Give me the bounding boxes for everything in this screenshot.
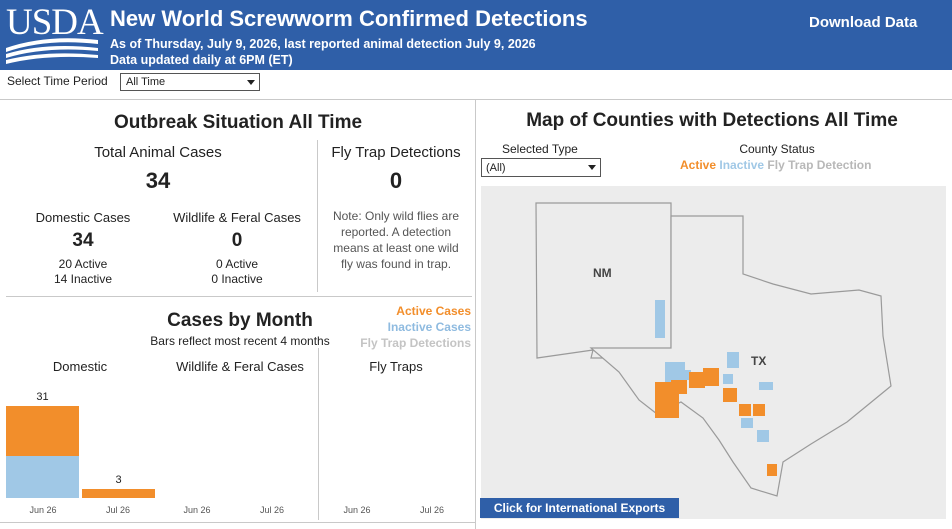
bar-active-cases[interactable]	[6, 406, 79, 457]
county-active	[723, 388, 737, 402]
fly-trap-note: Note: Only wild flies are reported. A de…	[318, 208, 474, 272]
header-bar: USDA New World Screwworm Confirmed Detec…	[0, 0, 952, 70]
fly-trap-label: Fly Trap Detections	[331, 144, 461, 161]
domestic-inactive: 14 Inactive	[53, 272, 113, 286]
chart-panel-divider	[318, 348, 319, 520]
domestic-cases-label: Domestic Cases	[35, 210, 131, 225]
selected-type-select[interactable]: (All)	[481, 158, 601, 177]
month-axis-label: Jul 26	[419, 505, 445, 515]
county-active	[753, 404, 765, 416]
county-map[interactable]: NM TX	[481, 186, 946, 519]
state-map-svg	[535, 202, 892, 497]
domestic-cases-value: 34	[72, 230, 94, 251]
month-axis-label: Jun 26	[343, 505, 371, 515]
wildlife-inactive: 0 Inactive	[211, 272, 263, 286]
county-inactive	[677, 370, 691, 380]
usda-logo-swoosh-icon	[6, 38, 98, 64]
county-inactive	[655, 300, 665, 338]
county-active	[671, 380, 687, 394]
county-inactive	[759, 382, 773, 390]
county-status-legend: Active Inactive Fly Trap Detection	[680, 158, 871, 172]
county-active	[689, 372, 705, 388]
cases-by-month-title: Cases by Month	[167, 310, 313, 331]
panel-domestic-title: Domestic	[52, 359, 108, 374]
tx-boundary	[589, 215, 892, 497]
update-schedule: Data updated daily at 6PM (ET)	[110, 53, 293, 67]
wildlife-cases-value: 0	[231, 230, 243, 251]
month-axis-label: Jul 26	[259, 505, 285, 515]
county-active	[703, 368, 719, 386]
center-divider	[475, 99, 476, 529]
time-period-value: All Time	[126, 76, 166, 88]
county-inactive	[757, 430, 769, 442]
usda-logo-text: USDA	[6, 2, 104, 43]
international-exports-button[interactable]: Click for International Exports	[480, 498, 679, 518]
bar-total-label: 31	[36, 391, 49, 403]
download-data-button[interactable]: Download Data	[809, 14, 918, 31]
fly-trap-note-line: fly was found in trap.	[340, 257, 452, 271]
legend-inactive-cases: Inactive Cases	[387, 320, 471, 334]
county-status-label: County Status	[739, 142, 815, 156]
bottom-divider	[0, 522, 475, 523]
selected-type-value: (All)	[486, 162, 506, 174]
mid-divider	[6, 296, 472, 297]
map-title: Map of Counties with Detections All Time	[526, 110, 898, 131]
legend-fly-trap: Fly Trap Detections	[360, 336, 471, 350]
panel-fly-title: Fly Traps	[369, 359, 423, 374]
bar-total-label: 3	[115, 474, 122, 487]
fly-trap-note-line: means at least one wild	[333, 241, 459, 255]
county-active	[767, 464, 777, 476]
page-title: New World Screwworm Confirmed Detections	[110, 6, 588, 31]
legend-active-cases: Active Cases	[396, 304, 471, 318]
chevron-down-icon	[588, 165, 596, 170]
wildlife-cases-label: Wildlife & Feral Cases	[173, 210, 301, 225]
county-active	[739, 404, 751, 416]
panel-wildlife-title: Wildlife & Feral Cases	[176, 359, 304, 374]
map-legend-inactive: Inactive	[719, 158, 765, 172]
state-label-nm: NM	[593, 266, 612, 280]
month-axis-label: Jun 26	[183, 505, 211, 515]
fly-trap-note-line: Note: Only wild flies are	[332, 209, 460, 223]
county-inactive	[741, 418, 753, 428]
as-of-date: As of Thursday, July 9, 2026, last repor…	[110, 37, 536, 51]
fly-trap-divider	[317, 140, 318, 292]
wildlife-active: 0 Active	[215, 257, 259, 271]
month-axis-label: Jul 26	[105, 505, 131, 515]
nm-boundary	[535, 202, 672, 359]
cases-by-month-subtitle: Bars reflect most recent 4 months	[150, 334, 330, 348]
county-inactive	[727, 352, 739, 368]
bar-active-cases[interactable]	[82, 489, 155, 498]
usda-logo: USDA	[6, 2, 104, 66]
time-period-select[interactable]: All Time	[120, 73, 260, 91]
map-legend-fly: Fly Trap Detection	[767, 158, 872, 172]
chevron-down-icon	[247, 80, 255, 85]
total-cases-label: Total Animal Cases	[94, 144, 222, 161]
month-axis-label: Jun 26	[29, 505, 57, 515]
fly-trap-note-line: reported. A detection	[340, 225, 452, 239]
outbreak-title: Outbreak Situation All Time	[113, 112, 363, 133]
map-legend-active: Active	[680, 158, 717, 172]
bar-inactive-cases[interactable]	[6, 456, 79, 498]
fly-trap-value: 0	[389, 168, 403, 193]
state-label-tx: TX	[751, 354, 767, 368]
county-inactive	[723, 374, 733, 384]
top-divider	[0, 99, 952, 100]
total-cases-value: 34	[145, 168, 171, 193]
domestic-active: 20 Active	[58, 257, 108, 271]
time-period-label: Select Time Period	[7, 74, 108, 88]
selected-type-label: Selected Type	[502, 142, 578, 156]
